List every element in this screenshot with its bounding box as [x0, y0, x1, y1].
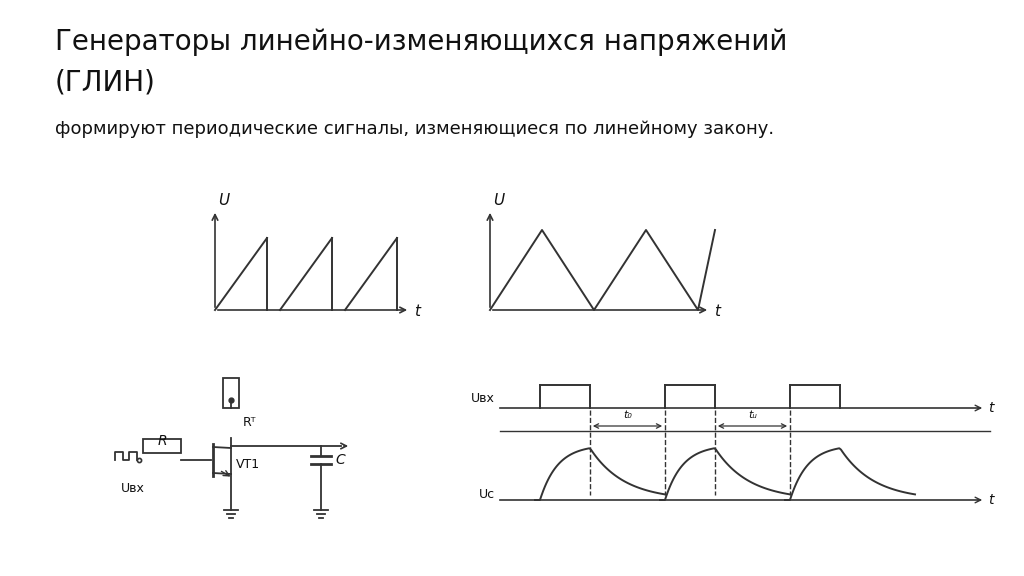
Text: U: U [493, 193, 504, 208]
Text: t: t [414, 304, 420, 319]
Text: формируют периодические сигналы, изменяющиеся по линейному закону.: формируют периодические сигналы, изменяю… [55, 120, 774, 138]
Text: tᵤ: tᵤ [749, 410, 757, 420]
Text: t: t [988, 493, 993, 507]
Text: Uвх: Uвх [471, 392, 495, 404]
Text: Uc: Uc [479, 488, 495, 502]
Bar [143, 439, 181, 453]
Bar [223, 378, 239, 408]
Text: Генераторы линейно-изменяющихся напряжений: Генераторы линейно-изменяющихся напряжен… [55, 28, 787, 56]
Text: t: t [714, 304, 720, 319]
Text: (ГЛИН): (ГЛИН) [55, 68, 156, 96]
Text: Rᵀ: Rᵀ [243, 416, 256, 430]
Text: Uвх: Uвх [121, 482, 145, 495]
Text: R: R [158, 434, 167, 448]
Text: t: t [988, 401, 993, 415]
Text: C: C [335, 453, 345, 467]
Text: VT1: VT1 [236, 458, 260, 472]
Text: U: U [218, 193, 229, 208]
Text: t₀: t₀ [623, 410, 632, 420]
